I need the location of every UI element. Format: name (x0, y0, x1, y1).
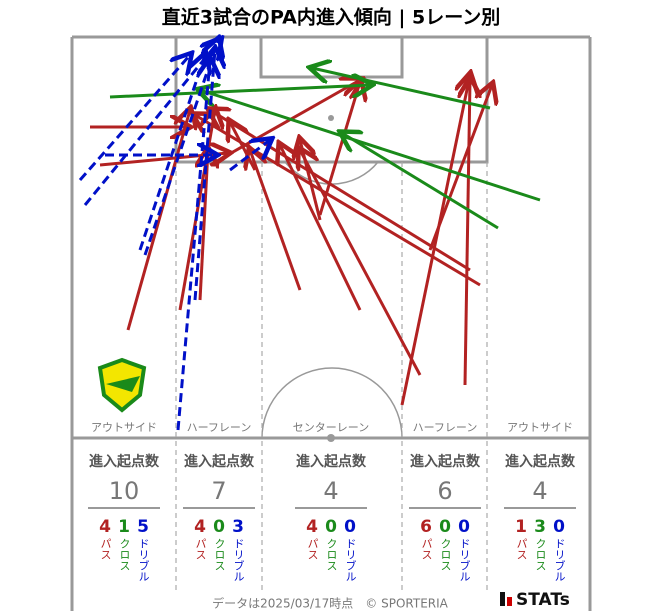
stat-label: パス (515, 538, 528, 560)
stat-label: ドリブル (137, 538, 150, 582)
stat-total: 4 (323, 477, 338, 505)
stat-total: 6 (437, 477, 452, 505)
stat-label: クロス (213, 538, 226, 571)
stat-heading: 進入起点数 (184, 453, 255, 470)
stat-label: ドリブル (553, 538, 566, 582)
stat-dribble: 0 (458, 517, 470, 537)
stat-pass: 6 (420, 517, 432, 537)
stat-dribble: 0 (344, 517, 356, 537)
stat-heading: 進入起点数 (410, 453, 481, 470)
stat-cross: 0 (439, 517, 451, 537)
stat-cross: 0 (325, 517, 337, 537)
stat-heading: 進入起点数 (296, 453, 367, 470)
lane-label: アウトサイド (91, 421, 157, 434)
stat-label: クロス (118, 538, 131, 571)
stat-pass: 4 (306, 517, 318, 537)
red-arrows (90, 75, 492, 406)
stat-cross: 0 (213, 517, 225, 537)
stat-label: クロス (534, 538, 547, 571)
stat-label: パス (194, 538, 207, 560)
stat-dribble: 5 (137, 517, 149, 537)
lane-label: アウトサイド (507, 421, 573, 434)
stat-heading: 進入起点数 (505, 453, 576, 470)
title: 直近3試合のPA内進入傾向 | 5レーン別 (162, 6, 501, 29)
stat-label: ドリブル (344, 538, 357, 582)
stat-label: クロス (325, 538, 338, 571)
lane-stats: アウトサイド進入起点数104パス1クロス5ドリブルハーフレーン進入起点数74パス… (88, 421, 576, 582)
stat-total: 4 (532, 477, 547, 505)
stat-dribble: 0 (553, 517, 565, 537)
stat-total: 10 (109, 477, 140, 505)
lane-label: ハーフレーン (187, 421, 252, 434)
stat-label: クロス (439, 538, 452, 571)
stat-label: パス (99, 538, 112, 560)
logo-mark (500, 592, 505, 606)
logo: STATs (516, 590, 570, 610)
stat-pass: 1 (515, 517, 527, 537)
stat-pass: 4 (99, 517, 111, 537)
logo-mark (507, 597, 512, 606)
stat-total: 7 (211, 477, 226, 505)
stat-label: パス (420, 538, 433, 560)
blue-arrows (78, 40, 270, 431)
club-crest (97, 357, 147, 413)
stat-heading: 進入起点数 (89, 453, 160, 470)
stat-dribble: 3 (232, 517, 244, 537)
stat-label: ドリブル (458, 538, 471, 582)
stat-label: ドリブル (232, 538, 245, 582)
stat-cross: 3 (534, 517, 546, 537)
footer: データは2025/03/17時点 © SPORTERIA (212, 596, 449, 611)
stat-label: パス (306, 538, 319, 560)
lane-label: ハーフレーン (413, 421, 478, 434)
stat-cross: 1 (118, 517, 130, 537)
stat-pass: 4 (194, 517, 206, 537)
lane-label: センターレーン (293, 421, 369, 434)
